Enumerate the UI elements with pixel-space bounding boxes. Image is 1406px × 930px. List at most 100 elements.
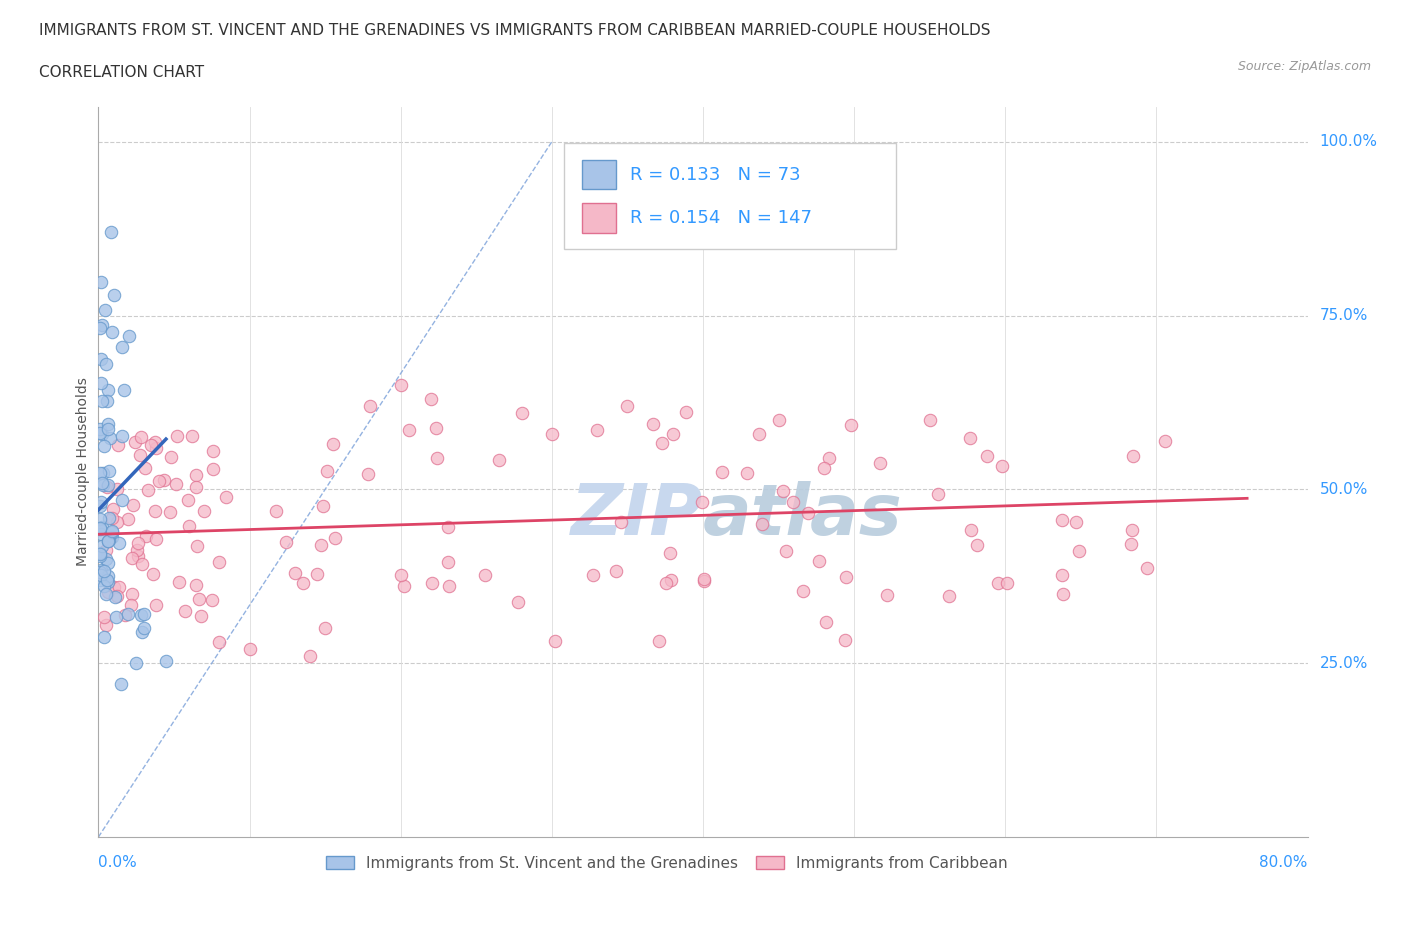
Point (90, 393, 112, 408)
Point (474, 567, 496, 582)
Point (125, 656, 148, 671)
Point (89, 572, 111, 587)
Point (208, 635, 231, 650)
Point (693, 571, 716, 586)
Point (169, 574, 191, 589)
Point (101, 501, 124, 516)
Point (134, 461, 156, 476)
Point (751, 516, 773, 531)
Point (782, 495, 804, 510)
Point (142, 566, 165, 581)
Point (987, 576, 1010, 591)
Point (807, 553, 830, 568)
Point (131, 556, 153, 571)
Point (104, 590, 127, 604)
Point (89, 512, 111, 526)
Point (112, 382, 135, 397)
Point (420, 392, 443, 406)
Point (165, 477, 187, 492)
Point (93, 303, 115, 318)
Point (97, 555, 120, 570)
Point (97, 417, 120, 432)
Point (100, 525, 122, 539)
Point (991, 458, 1014, 473)
Point (160, 450, 183, 465)
Point (132, 621, 155, 636)
Point (1050, 567, 1073, 582)
Point (184, 468, 207, 483)
Point (398, 422, 420, 437)
Point (93, 439, 115, 454)
Point (389, 378, 412, 392)
Point (145, 441, 167, 456)
Point (659, 573, 682, 588)
Point (274, 535, 297, 550)
Point (585, 423, 607, 438)
Point (98, 431, 121, 445)
Point (120, 598, 142, 613)
Point (97, 421, 120, 436)
Point (995, 576, 1018, 591)
Point (108, 536, 131, 551)
Point (292, 576, 315, 591)
Y-axis label: Married-couple Households: Married-couple Households (76, 378, 90, 566)
Point (118, 329, 141, 344)
Point (90, 568, 112, 583)
Bar (582, 160, 616, 190)
Text: R = 0.154   N = 147: R = 0.154 N = 147 (630, 209, 813, 227)
Point (89, 547, 111, 562)
Point (148, 473, 170, 488)
Point (208, 554, 231, 569)
Point (98, 532, 121, 547)
Point (145, 504, 167, 519)
Point (201, 444, 224, 458)
Point (97, 568, 120, 583)
Point (876, 588, 898, 603)
Text: Source: ZipAtlas.com: Source: ZipAtlas.com (1237, 60, 1371, 73)
Point (314, 621, 336, 636)
Point (659, 545, 682, 560)
Point (641, 416, 664, 431)
Point (966, 538, 988, 553)
Point (97, 533, 120, 548)
Point (98, 511, 121, 525)
Point (94, 586, 117, 601)
Point (131, 624, 153, 639)
Point (239, 642, 262, 657)
Point (1121, 522, 1143, 537)
Point (89, 522, 111, 537)
Point (425, 420, 447, 435)
Point (190, 608, 212, 623)
Point (959, 431, 981, 445)
Point (797, 505, 820, 520)
Point (389, 567, 412, 582)
Point (90, 519, 112, 534)
Point (1050, 512, 1073, 527)
Point (315, 463, 337, 478)
Point (508, 595, 530, 610)
Point (309, 538, 332, 552)
Point (97, 575, 120, 590)
Text: atlas: atlas (703, 482, 903, 551)
Point (835, 569, 858, 584)
Point (90, 274, 112, 289)
Point (121, 551, 143, 565)
Point (91, 427, 114, 442)
Point (101, 529, 124, 544)
Text: IMMIGRANTS FROM ST. VINCENT AND THE GRENADINES VS IMMIGRANTS FROM CARIBBEAN MARR: IMMIGRANTS FROM ST. VINCENT AND THE GREN… (39, 23, 991, 38)
Point (1135, 561, 1157, 576)
Point (89, 321, 111, 336)
Point (105, 589, 128, 604)
Point (918, 412, 941, 427)
Point (97, 382, 120, 397)
Point (1066, 514, 1088, 529)
Point (105, 609, 128, 624)
Point (96, 480, 118, 495)
Point (90, 475, 112, 490)
Point (97, 584, 120, 599)
Point (299, 649, 322, 664)
Point (201, 462, 224, 477)
Point (360, 398, 382, 413)
Point (145, 598, 167, 613)
Point (651, 436, 673, 451)
